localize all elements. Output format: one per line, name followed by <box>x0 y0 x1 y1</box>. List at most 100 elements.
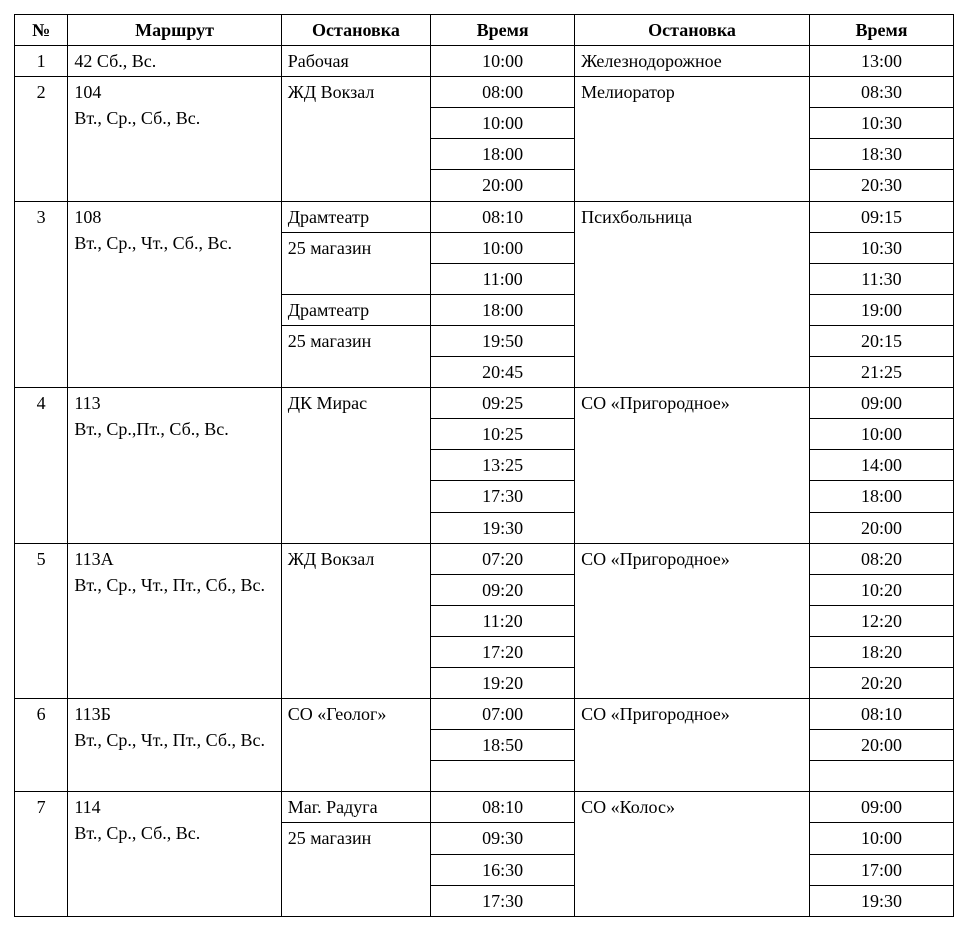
cell-num: 6 <box>15 699 68 792</box>
cell-time1: 10:25 <box>431 419 575 450</box>
cell-time2: 18:30 <box>809 139 953 170</box>
cell-time1: 18:00 <box>431 294 575 325</box>
cell-time2: 11:30 <box>809 263 953 294</box>
cell-time2: 20:30 <box>809 170 953 201</box>
cell-time2: 19:30 <box>809 885 953 916</box>
col-time1: Время <box>431 15 575 46</box>
cell-stop2: Мелиоратор <box>575 77 810 201</box>
cell-time2: 18:00 <box>809 481 953 512</box>
cell-time1: 07:20 <box>431 543 575 574</box>
table-row: 2104Вт., Ср., Сб., Вс.ЖД Вокзал08:00Мели… <box>15 77 954 108</box>
cell-time1: 18:00 <box>431 139 575 170</box>
cell-time2: 09:00 <box>809 388 953 419</box>
cell-stop1: Маг. Радуга <box>281 792 430 823</box>
cell-num: 3 <box>15 201 68 388</box>
cell-time1: 19:50 <box>431 325 575 356</box>
cell-stop2: Железнодорожное <box>575 46 810 77</box>
cell-time1: 07:00 <box>431 699 575 730</box>
col-stop2: Остановка <box>575 15 810 46</box>
cell-time1: 10:00 <box>431 108 575 139</box>
table-row: 6113БВт., Ср., Чт., Пт., Сб., Вс.СО «Гео… <box>15 699 954 730</box>
cell-stop1: 25 магазин <box>281 325 430 387</box>
col-time2: Время <box>809 15 953 46</box>
cell-time1: 10:00 <box>431 46 575 77</box>
cell-stop2: Психбольница <box>575 201 810 388</box>
cell-time1: 19:20 <box>431 667 575 698</box>
cell-time1: 20:00 <box>431 170 575 201</box>
cell-time2: 10:30 <box>809 108 953 139</box>
cell-time1: 08:00 <box>431 77 575 108</box>
cell-time1: 09:25 <box>431 388 575 419</box>
cell-time2: 13:00 <box>809 46 953 77</box>
cell-stop1: Драмтеатр <box>281 294 430 325</box>
col-num: № <box>15 15 68 46</box>
cell-time2: 12:20 <box>809 605 953 636</box>
cell-time1: 17:30 <box>431 481 575 512</box>
cell-time2: 08:10 <box>809 699 953 730</box>
cell-time2: 10:00 <box>809 419 953 450</box>
cell-num: 7 <box>15 792 68 916</box>
cell-time2: 20:00 <box>809 512 953 543</box>
table-row: 3108Вт., Ср., Чт., Сб., Вс.Драмтеатр08:1… <box>15 201 954 232</box>
cell-num: 1 <box>15 46 68 77</box>
cell-stop1: СО «Геолог» <box>281 699 430 792</box>
cell-route: 114Вт., Ср., Сб., Вс. <box>68 792 281 916</box>
cell-time1: 19:30 <box>431 512 575 543</box>
cell-route: 113Вт., Ср.,Пт., Сб., Вс. <box>68 388 281 543</box>
cell-time1: 18:50 <box>431 730 575 761</box>
table-row: 7114Вт., Ср., Сб., Вс.Маг. Радуга08:10СО… <box>15 792 954 823</box>
table-header-row: № Маршрут Остановка Время Остановка Врем… <box>15 15 954 46</box>
cell-time2: 10:00 <box>809 823 953 854</box>
cell-route: 42 Сб., Вс. <box>68 46 281 77</box>
cell-time2: 10:20 <box>809 574 953 605</box>
cell-time2: 09:15 <box>809 201 953 232</box>
col-stop1: Остановка <box>281 15 430 46</box>
cell-num: 5 <box>15 543 68 698</box>
cell-time2: 20:20 <box>809 667 953 698</box>
cell-num: 2 <box>15 77 68 201</box>
cell-time1: 20:45 <box>431 357 575 388</box>
cell-time2: 21:25 <box>809 357 953 388</box>
cell-stop1: ЖД Вокзал <box>281 543 430 698</box>
cell-time2: 08:30 <box>809 77 953 108</box>
cell-stop1: Рабочая <box>281 46 430 77</box>
cell-time1: 10:00 <box>431 232 575 263</box>
cell-stop1: ДК Мирас <box>281 388 430 543</box>
cell-stop2: СО «Пригородное» <box>575 699 810 792</box>
cell-time2: 18:20 <box>809 636 953 667</box>
cell-time1: 11:20 <box>431 605 575 636</box>
cell-stop1: 25 магазин <box>281 823 430 916</box>
cell-time1: 08:10 <box>431 792 575 823</box>
cell-time2: 20:00 <box>809 730 953 761</box>
cell-route: 113БВт., Ср., Чт., Пт., Сб., Вс. <box>68 699 281 792</box>
cell-time2: 20:15 <box>809 325 953 356</box>
cell-time2: 09:00 <box>809 792 953 823</box>
cell-route: 108Вт., Ср., Чт., Сб., Вс. <box>68 201 281 388</box>
cell-time1: 09:20 <box>431 574 575 605</box>
cell-stop1: Драмтеатр <box>281 201 430 232</box>
cell-stop2: СО «Пригородное» <box>575 543 810 698</box>
cell-stop2: СО «Пригородное» <box>575 388 810 543</box>
table-row: 142 Сб., Вс.Рабочая10:00Железнодорожное1… <box>15 46 954 77</box>
table-row: 5113АВт., Ср., Чт., Пт., Сб., Вс.ЖД Вокз… <box>15 543 954 574</box>
table-body: 142 Сб., Вс.Рабочая10:00Железнодорожное1… <box>15 46 954 917</box>
cell-time1: 11:00 <box>431 263 575 294</box>
cell-num: 4 <box>15 388 68 543</box>
cell-time2: 10:30 <box>809 232 953 263</box>
cell-time1: 13:25 <box>431 450 575 481</box>
table-row: 4113Вт., Ср.,Пт., Сб., Вс.ДК Мирас09:25С… <box>15 388 954 419</box>
cell-time1: 09:30 <box>431 823 575 854</box>
cell-time1: 17:30 <box>431 885 575 916</box>
cell-time1 <box>431 761 575 792</box>
cell-time2 <box>809 761 953 792</box>
cell-time2: 08:20 <box>809 543 953 574</box>
cell-route: 113АВт., Ср., Чт., Пт., Сб., Вс. <box>68 543 281 698</box>
schedule-table: № Маршрут Остановка Время Остановка Врем… <box>14 14 954 917</box>
cell-route: 104Вт., Ср., Сб., Вс. <box>68 77 281 201</box>
cell-stop1: 25 магазин <box>281 232 430 294</box>
cell-stop1: ЖД Вокзал <box>281 77 430 201</box>
cell-time2: 14:00 <box>809 450 953 481</box>
cell-time1: 17:20 <box>431 636 575 667</box>
cell-time2: 19:00 <box>809 294 953 325</box>
col-route: Маршрут <box>68 15 281 46</box>
